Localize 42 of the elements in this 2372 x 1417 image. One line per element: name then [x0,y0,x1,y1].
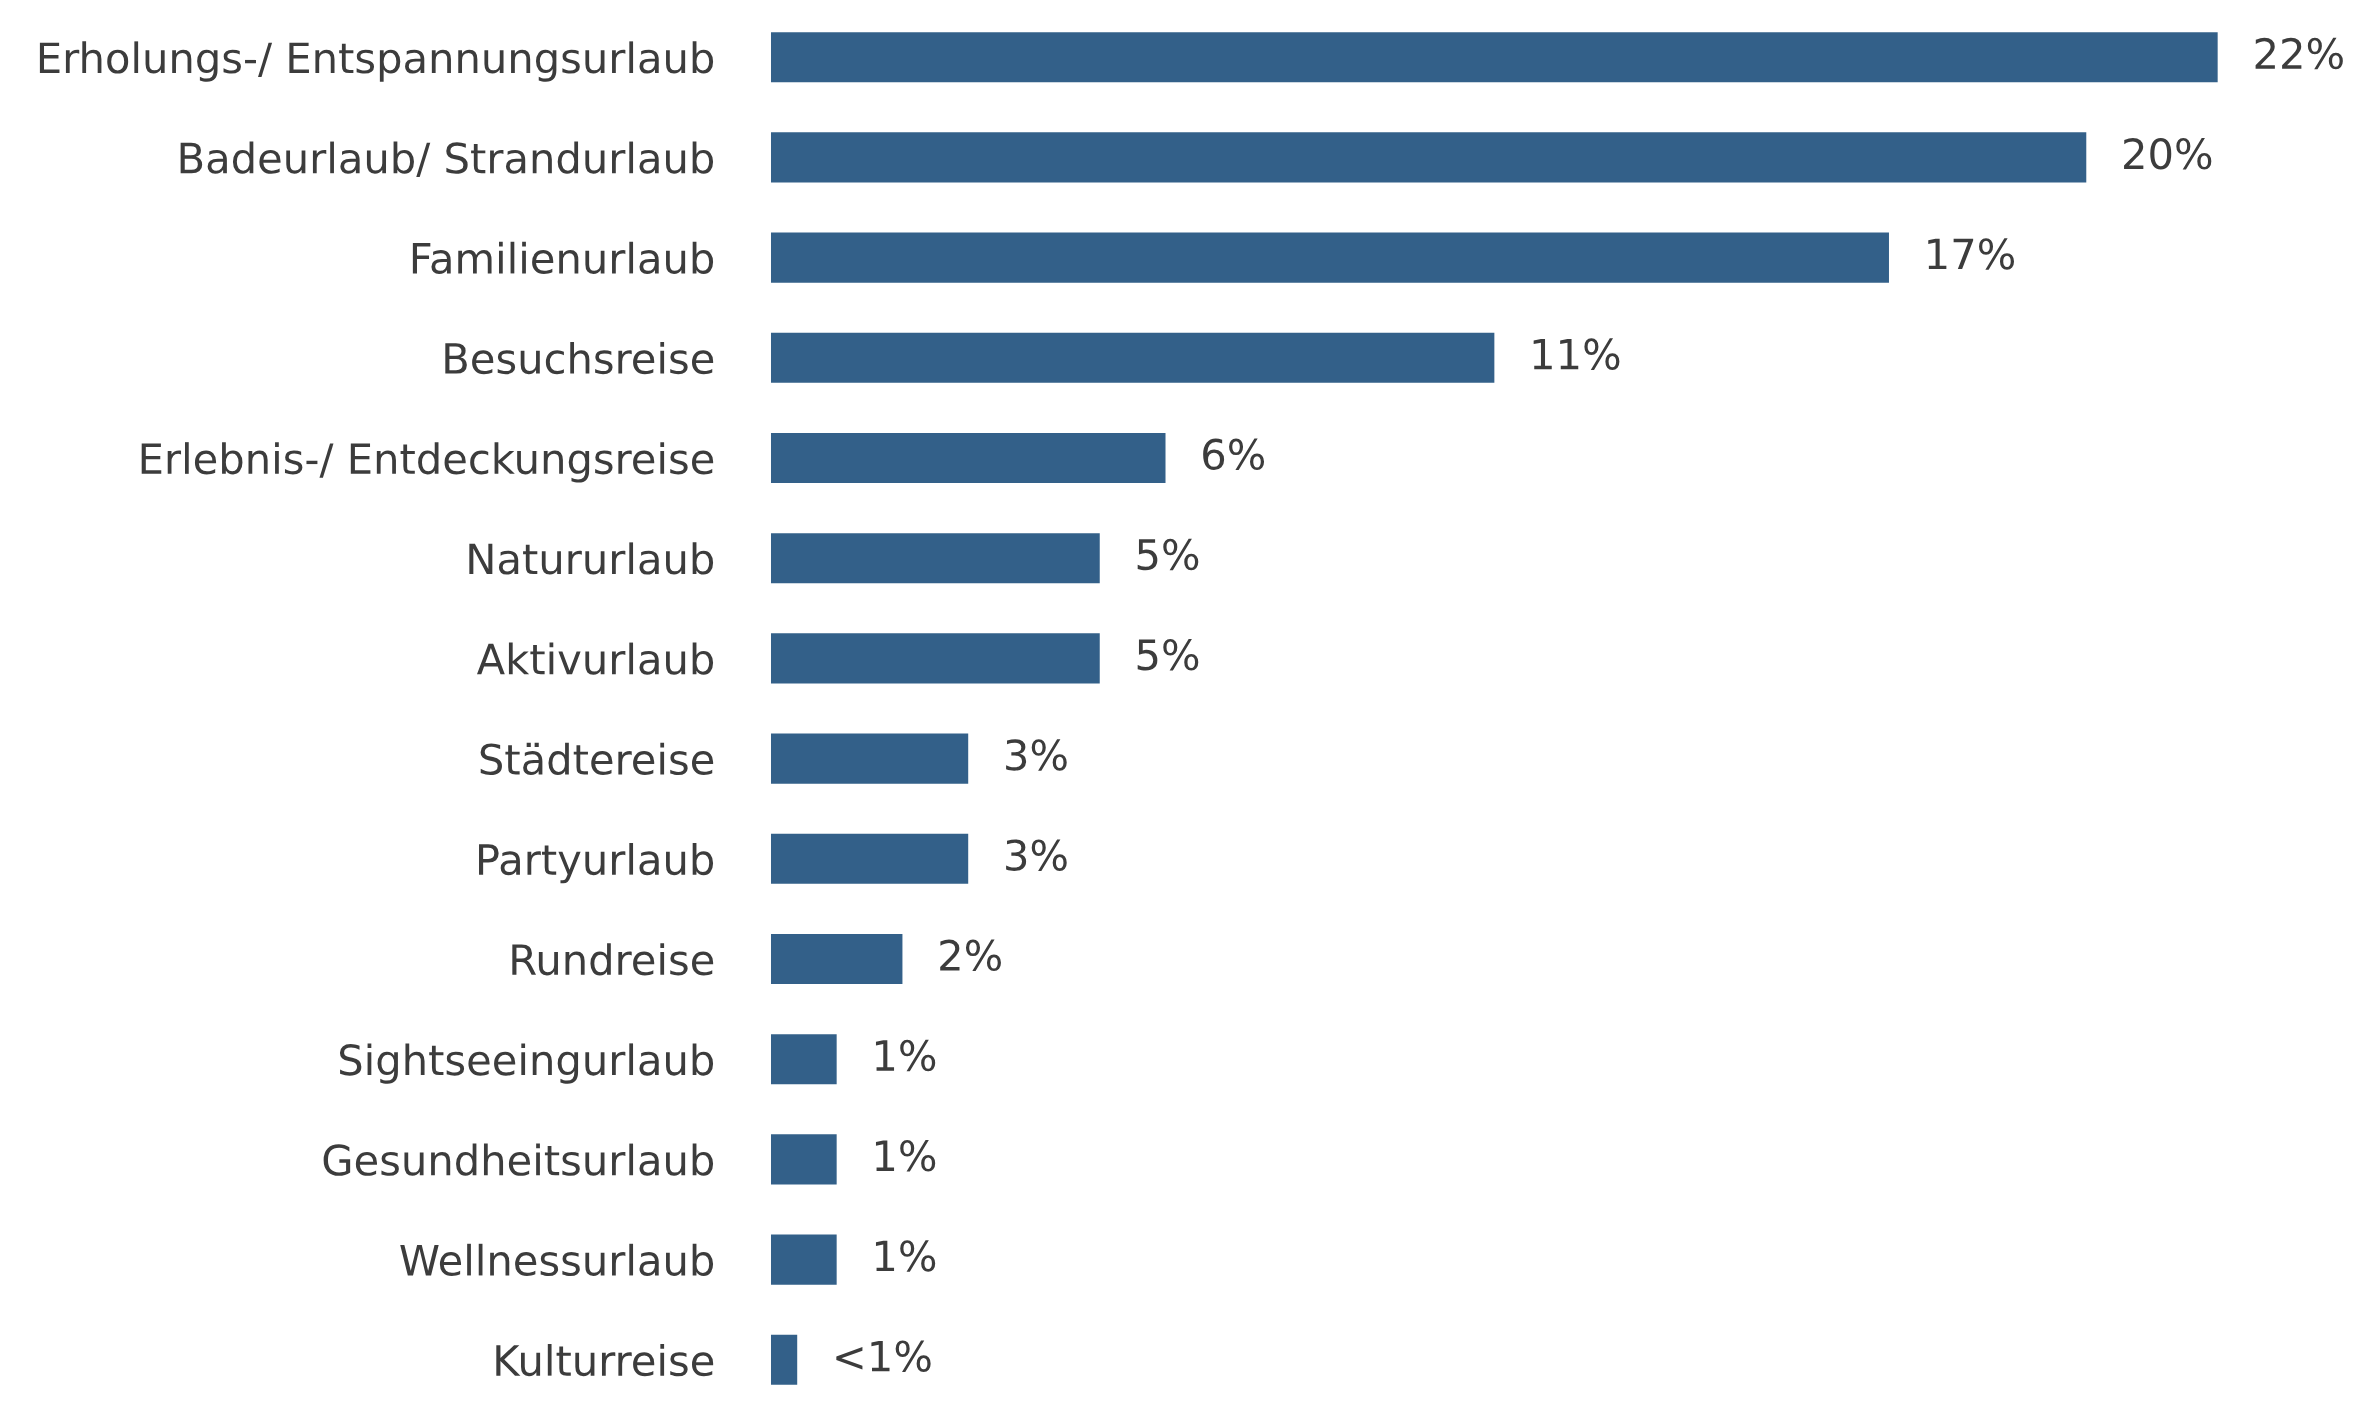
bar [770,1334,798,1385]
bar [770,432,1166,484]
y-tick-label: Partyurlaub [479,842,714,884]
y-tick-label: Kulturreise [496,1343,714,1377]
data-label: 22% [2255,37,2343,70]
bar [770,232,1889,283]
data-label: <1% [836,1340,931,1372]
y-tick-label: Gesundheitsurlaub [323,1143,714,1176]
data-label: 3% [1006,839,1067,871]
y-tick-label: Natururlaub [469,542,714,575]
data-label: 5% [1137,538,1199,571]
y-tick-label: Rundreise [512,943,714,976]
bar [770,933,903,985]
data-label: 11% [1533,338,1620,370]
y-tick-label: Aktivurlaub [476,642,714,675]
y-tick-label: Sightseeingurlaub [339,1043,714,1084]
data-label: 6% [1203,438,1265,471]
data-label: 1% [875,1039,936,1072]
bar [770,533,1100,584]
y-tick-label: Erlebnis-/ Entdeckungsreise [141,442,714,483]
bar [770,32,2218,83]
bar [770,132,2087,183]
data-label: 20% [2124,137,2212,170]
bar [770,332,1495,383]
bar [770,733,969,784]
y-tick-label: Badeurlaub/ Strandurlaub [180,141,714,178]
y-tick-label: Familienurlaub [412,241,714,275]
data-label: 2% [940,939,1001,972]
y-tick-label: Erholungs-/ Entspannungsurlaub [39,41,714,82]
y-tick-label: Wellnessurlaub [400,1243,714,1277]
bar [770,1134,837,1185]
data-label: 17% [1928,238,2015,270]
bar [770,633,1100,684]
data-label: 5% [1137,638,1199,671]
bar [770,1034,837,1085]
data-label: 1% [875,1139,936,1172]
data-label: 3% [1006,739,1067,771]
data-label: 1% [875,1240,936,1272]
bar [770,1234,837,1285]
bar [770,833,969,884]
y-tick-label: Besuchsreise [445,341,714,375]
y-tick-label: Städtereise [480,742,714,776]
